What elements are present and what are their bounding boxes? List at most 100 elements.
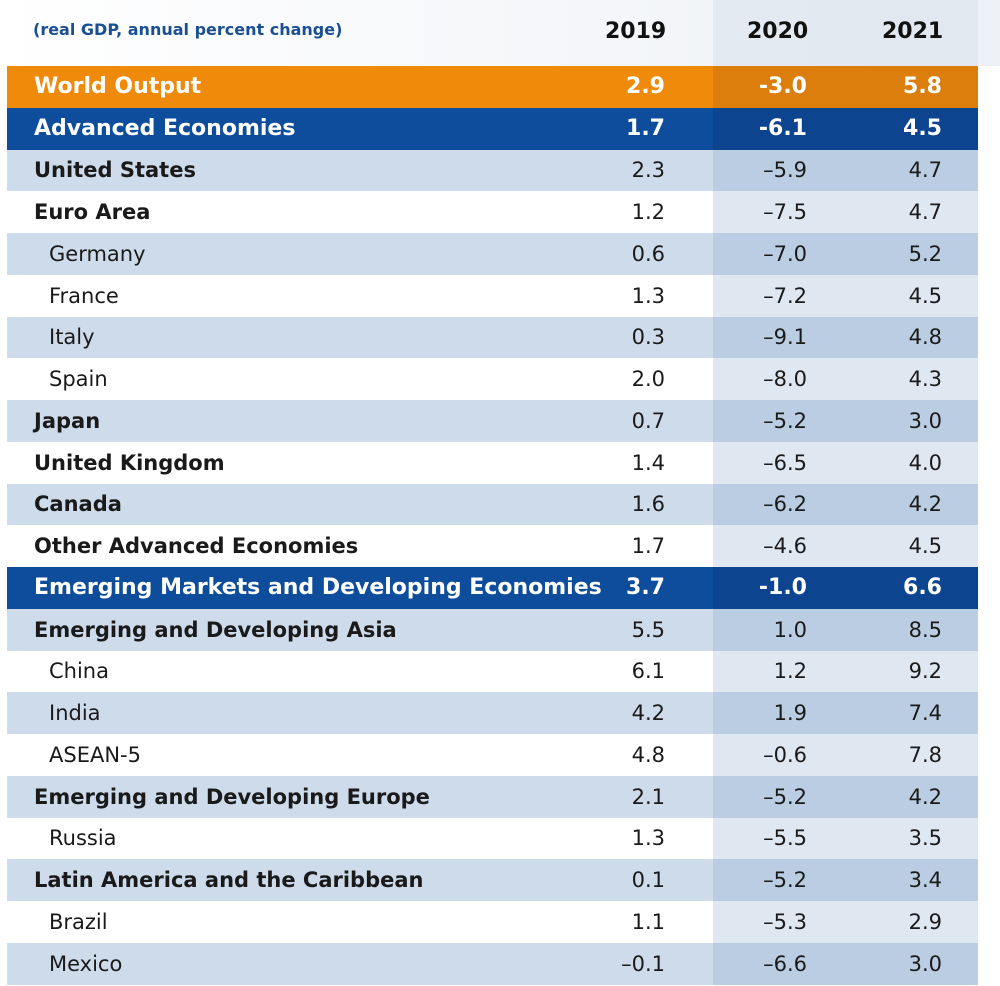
value-2021: 3.5 (908, 826, 942, 851)
value-2021: 3.4 (908, 868, 942, 893)
value-2020: –9.1 (763, 325, 807, 350)
value-2021: 2.9 (908, 909, 942, 934)
column-2020-shade (713, 692, 978, 734)
value-2020: –7.2 (763, 283, 807, 308)
column-header-2020: 2020 (747, 19, 809, 44)
row-label: Advanced Economies (34, 116, 296, 142)
value-2019: 0.6 (631, 241, 665, 266)
value-2019: 4.8 (631, 742, 665, 767)
row-label: Italy (49, 325, 95, 350)
value-2021: 4.8 (908, 325, 942, 350)
value-2021: 5.2 (908, 241, 942, 266)
row-label: Emerging Markets and Developing Economie… (34, 575, 602, 601)
value-2021: 4.5 (903, 116, 942, 142)
value-2021: 4.7 (908, 200, 942, 225)
table-row: Brazil 1.1 –5.3 2.9 (7, 901, 978, 943)
table-row: Canada 1.6 –6.2 4.2 (7, 483, 978, 526)
row-label: Spain (49, 367, 108, 392)
value-2019: 1.1 (631, 909, 665, 934)
value-2019: 1.7 (626, 116, 665, 142)
value-2019: 1.6 (631, 492, 665, 517)
value-2021: 4.2 (908, 492, 942, 517)
value-2019: 0.7 (631, 408, 665, 433)
row-label: China (49, 659, 109, 684)
table-row: Italy 0.3 –9.1 4.8 (7, 316, 978, 359)
column-2020-shade (713, 441, 978, 484)
value-2019: 2.9 (626, 74, 665, 100)
value-2020: 1.2 (773, 659, 807, 684)
table-row: Emerging Markets and Developing Economie… (7, 567, 978, 609)
header-2020-shade (713, 0, 978, 66)
column-2020-shade (713, 191, 978, 233)
value-2021: 3.0 (908, 951, 942, 976)
column-2020-shade (713, 734, 978, 776)
row-label: Germany (49, 241, 146, 266)
value-2020: –4.6 (763, 534, 807, 559)
value-2019: –0.1 (621, 951, 665, 976)
value-2019: 2.3 (631, 158, 665, 183)
table-row: Advanced Economies 1.7 -6.1 4.5 (7, 107, 978, 150)
value-2021: 4.5 (908, 534, 942, 559)
table-row: Euro Area 1.2 –7.5 4.7 (7, 191, 978, 233)
value-2019: 1.4 (631, 450, 665, 475)
column-2020-shade (713, 358, 978, 400)
column-2020-shade (713, 66, 978, 108)
row-label: Canada (34, 492, 122, 517)
table-row: Latin America and the Caribbean 0.1 –5.2 3.… (7, 859, 978, 901)
column-2020-shade (713, 400, 978, 442)
table-row: Emerging and Developing Asia 5.5 1.0 8.5 (7, 608, 978, 651)
column-2020-shade (713, 149, 978, 192)
column-2020-shade (713, 483, 978, 526)
row-label: Japan (34, 408, 101, 433)
column-2020-shade (713, 650, 978, 693)
row-label: ASEAN-5 (49, 742, 141, 767)
value-2020: 1.0 (773, 617, 807, 642)
row-label: France (49, 283, 119, 308)
value-2021: 4.0 (908, 450, 942, 475)
table-row: Japan 0.7 –5.2 3.0 (7, 400, 978, 442)
column-2020-shade (713, 107, 978, 150)
value-2021: 4.3 (908, 367, 942, 392)
row-label: Emerging and Developing Europe (34, 784, 430, 809)
row-label: Mexico (49, 951, 123, 976)
column-2020-shade (713, 316, 978, 359)
value-2021: 3.0 (908, 408, 942, 433)
row-label: Other Advanced Economies (34, 534, 359, 559)
row-label: Latin America and the Caribbean (34, 868, 424, 893)
table-row: World Output 2.9 -3.0 5.8 (7, 66, 978, 108)
value-2021: 7.4 (908, 701, 942, 726)
value-2019: 2.0 (631, 367, 665, 392)
value-2020: -6.1 (758, 116, 807, 142)
column-2020-shade (713, 817, 978, 860)
column-2020-shade (713, 901, 978, 943)
value-2021: 4.5 (908, 283, 942, 308)
value-2019: 0.1 (631, 868, 665, 893)
value-2020: –0.6 (763, 742, 807, 767)
value-2020: –5.2 (763, 868, 807, 893)
value-2020: –7.0 (763, 241, 807, 266)
value-2021: 9.2 (908, 659, 942, 684)
table-body: World Output 2.9 -3.0 5.8 Advanced Economies… (7, 66, 978, 985)
value-2020: –5.9 (763, 158, 807, 183)
value-2019: 5.5 (631, 617, 665, 642)
table-row: China 6.1 1.2 9.2 (7, 650, 978, 693)
value-2020: –6.6 (763, 951, 807, 976)
value-2020: –5.3 (763, 909, 807, 934)
value-2019: 4.2 (631, 701, 665, 726)
value-2020: 1.9 (773, 701, 807, 726)
column-header-2019: 2019 (605, 19, 667, 44)
column-2020-shade (713, 525, 978, 567)
table-row: France 1.3 –7.2 4.5 (7, 274, 978, 317)
row-label: Euro Area (34, 200, 151, 225)
table-subtitle: (real GDP, annual percent change) (33, 20, 343, 39)
value-2020: –7.5 (763, 200, 807, 225)
value-2019: 1.3 (631, 826, 665, 851)
table-row: India 4.2 1.9 7.4 (7, 692, 978, 734)
row-label: India (49, 701, 101, 726)
value-2021: 5.8 (903, 74, 942, 100)
value-2021: 4.2 (908, 784, 942, 809)
column-2020-shade (713, 233, 978, 275)
value-2021: 6.6 (903, 575, 942, 601)
value-2021: 8.5 (908, 617, 942, 642)
value-2019: 2.1 (631, 784, 665, 809)
